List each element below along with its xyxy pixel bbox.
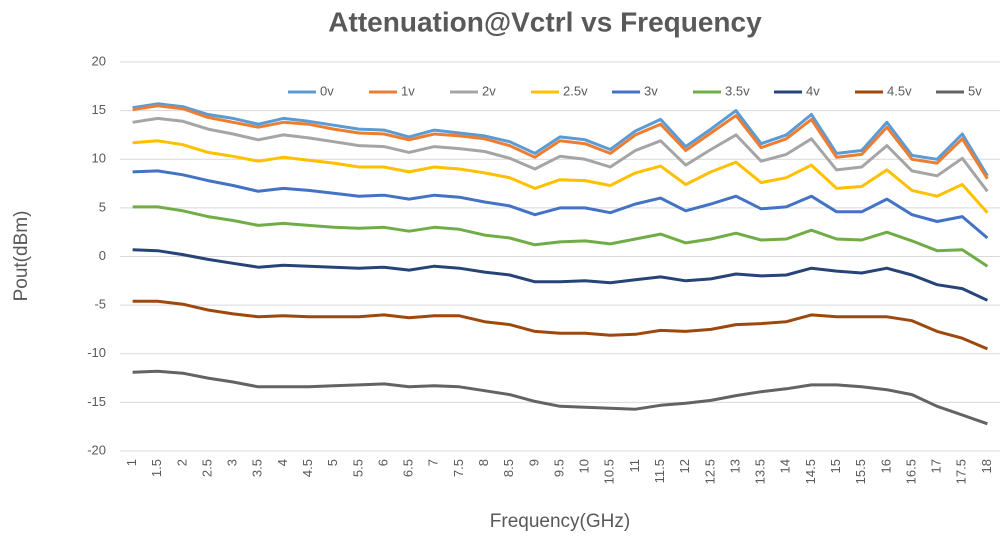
x-tick-label: 11 <box>627 459 642 473</box>
x-tick-label: 11.5 <box>652 459 667 483</box>
x-tick-label: 9 <box>526 459 541 466</box>
x-tick-label: 8 <box>476 459 491 466</box>
x-tick-label: 12 <box>677 459 692 473</box>
y-axis-title: Pout(dBm) <box>11 211 32 302</box>
x-tick-label: 7.5 <box>451 459 466 477</box>
y-tick-label: -15 <box>87 394 106 409</box>
x-tick-label: 1.5 <box>149 459 164 477</box>
legend-label: 1v <box>401 83 415 98</box>
series-line <box>132 299 988 351</box>
x-tick-label: 5 <box>325 459 340 466</box>
y-tick-label: -5 <box>94 297 106 312</box>
series-line <box>132 205 989 268</box>
x-axis-title: Frequency(GHz) <box>490 511 630 532</box>
series-line <box>132 102 989 177</box>
series-line <box>132 104 989 180</box>
series-line <box>132 248 989 302</box>
x-tick-label: 10.5 <box>602 459 617 484</box>
x-tick-label: 6.5 <box>401 459 416 477</box>
y-tick-label: 0 <box>99 248 106 263</box>
x-tick-label: 15 <box>828 459 843 473</box>
y-tick-label: -10 <box>87 345 106 360</box>
y-tick-label: 20 <box>92 53 106 68</box>
x-tick-label: 8.5 <box>501 459 516 477</box>
x-tick-label: 13 <box>727 459 742 473</box>
x-tick-label: 12.5 <box>702 459 717 484</box>
legend-label: 2.5v <box>563 83 588 98</box>
x-tick-label: 4 <box>275 459 290 466</box>
x-tick-label: 13.5 <box>753 459 768 484</box>
y-tick-label: 15 <box>92 102 106 117</box>
x-tick-label: 7 <box>426 459 441 466</box>
x-tick-label: 16 <box>878 459 893 473</box>
legend-label: 0v <box>320 83 334 98</box>
x-tick-label: 17 <box>929 459 944 473</box>
x-tick-label: 2 <box>174 459 189 466</box>
legend-label: 4.5v <box>887 83 912 98</box>
x-tick-label: 18 <box>979 459 994 473</box>
y-tick-label: 10 <box>92 151 106 166</box>
y-tick-label: -20 <box>87 442 106 457</box>
x-tick-label: 6 <box>375 459 390 466</box>
x-tick-label: 16.5 <box>903 459 918 484</box>
x-tick-label: 3.5 <box>250 459 265 477</box>
legend-label: 5v <box>968 83 982 98</box>
legend-label: 3.5v <box>725 83 750 98</box>
x-tick-label: 17.5 <box>954 459 969 484</box>
x-tick-label: 1 <box>124 459 139 466</box>
legend-label: 3v <box>644 83 658 98</box>
x-tick-label: 4.5 <box>300 459 315 477</box>
series-line <box>132 169 989 240</box>
chart-title: Attenuation@Vctrl vs Frequency <box>328 6 762 37</box>
x-tick-label: 15.5 <box>853 459 868 484</box>
x-tick-label: 14.5 <box>803 459 818 484</box>
series-line <box>132 116 989 193</box>
series-line <box>132 139 989 214</box>
y-tick-label: 5 <box>99 199 106 214</box>
x-tick-label: 9.5 <box>551 459 566 477</box>
x-tick-label: 14 <box>778 459 793 473</box>
legend-label: 2v <box>482 83 496 98</box>
x-tick-label: 5.5 <box>350 459 365 477</box>
legend-label: 4v <box>806 83 820 98</box>
x-tick-label: 10 <box>577 459 592 473</box>
series-line <box>132 369 988 426</box>
x-tick-label: 2.5 <box>199 459 214 477</box>
x-tick-label: 3 <box>225 459 240 466</box>
